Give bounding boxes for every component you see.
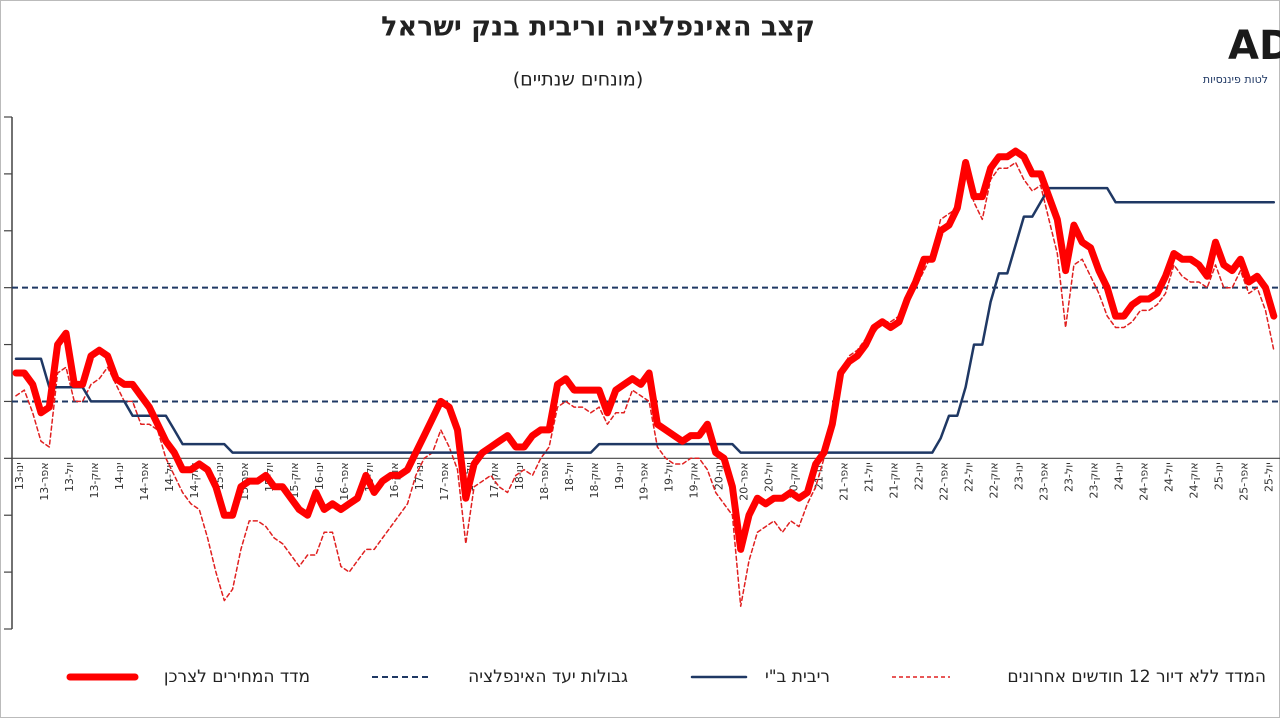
x-tick-label: ינו-24	[1113, 462, 1126, 490]
x-tick-label: אפר-24	[1138, 462, 1151, 500]
x-tick-label: אוק-24	[1188, 462, 1201, 498]
x-tick-label: אפר-21	[838, 462, 851, 500]
series-line	[12, 147, 1278, 553]
x-tick-label: ינו-22	[913, 462, 926, 490]
x-tick-label: יול-18	[563, 462, 576, 492]
x-tick-label: יול-25	[1263, 462, 1276, 492]
x-tick-label: אפר-16	[338, 462, 351, 500]
series-line	[14, 186, 1276, 454]
logo-text: לטות פיננסיות	[1203, 73, 1268, 86]
x-tick-label: אוק-22	[988, 462, 1001, 498]
x-tick-label: ינו-16	[313, 462, 326, 490]
x-tick-label: ינו-23	[1013, 462, 1026, 490]
logo: AD	[1228, 23, 1280, 69]
x-tick-label: אוק-13	[88, 462, 101, 498]
x-tick-label: ינו-17	[413, 462, 426, 490]
x-tick-label: יול-23	[1063, 462, 1076, 492]
chart-subtitle: (מונחים שנתיים)	[513, 69, 644, 91]
x-tick-label: אפר-13	[38, 462, 51, 500]
x-tick-label: ינו-20	[713, 462, 726, 490]
x-tick-label: אפר-20	[738, 462, 751, 500]
x-tick-label: ינו-18	[513, 462, 526, 490]
x-tick-label: אוק-18	[588, 462, 601, 498]
x-tick-label: אוק-19	[688, 462, 701, 498]
legend-label: המדד ללא דיור 12 חודשים אחרונים	[1007, 667, 1266, 687]
x-tick-label: אפר-14	[138, 462, 151, 500]
series-line	[15, 161, 1275, 607]
chart-title: קצב האינפלציה וריבית בנק ישראל	[381, 12, 815, 43]
x-tick-label: יול-14	[163, 462, 176, 492]
x-tick-label: אפר-17	[438, 462, 451, 500]
x-tick-label: יול-13	[63, 462, 76, 492]
x-tick-label: יול-19	[663, 462, 676, 492]
x-tick-label: יול-20	[763, 462, 776, 492]
x-tick-label: ינו-19	[613, 462, 626, 490]
x-tick-label: אפר-25	[1238, 462, 1251, 500]
x-tick-label: יול-24	[1163, 462, 1176, 492]
x-tick-label: אפר-18	[538, 462, 551, 500]
x-tick-label: אוק-23	[1088, 462, 1101, 498]
legend-label: גבולות יעד האינפלציה	[468, 667, 628, 687]
x-tick-label: אפר-19	[638, 462, 651, 500]
x-tick-label: אוק-15	[288, 462, 301, 498]
x-tick-label: יול-21	[863, 462, 876, 492]
x-tick-label: אפר-22	[938, 462, 951, 500]
x-tick-label: אפר-23	[1038, 462, 1051, 500]
x-tick-label: ינו-25	[1213, 462, 1226, 490]
legend-label: מדד המחירים לצרכן	[164, 667, 310, 687]
x-tick-label: יול-22	[963, 462, 976, 492]
legend-label: ריבית ב"י	[765, 667, 830, 687]
x-tick-label: ינו-14	[113, 462, 126, 490]
x-tick-label: אוק-21	[888, 462, 901, 498]
x-tick-label: אוק-17	[488, 462, 501, 498]
x-tick-label: אוק-16	[388, 462, 401, 498]
x-tick-label: ינו-13	[13, 462, 26, 490]
